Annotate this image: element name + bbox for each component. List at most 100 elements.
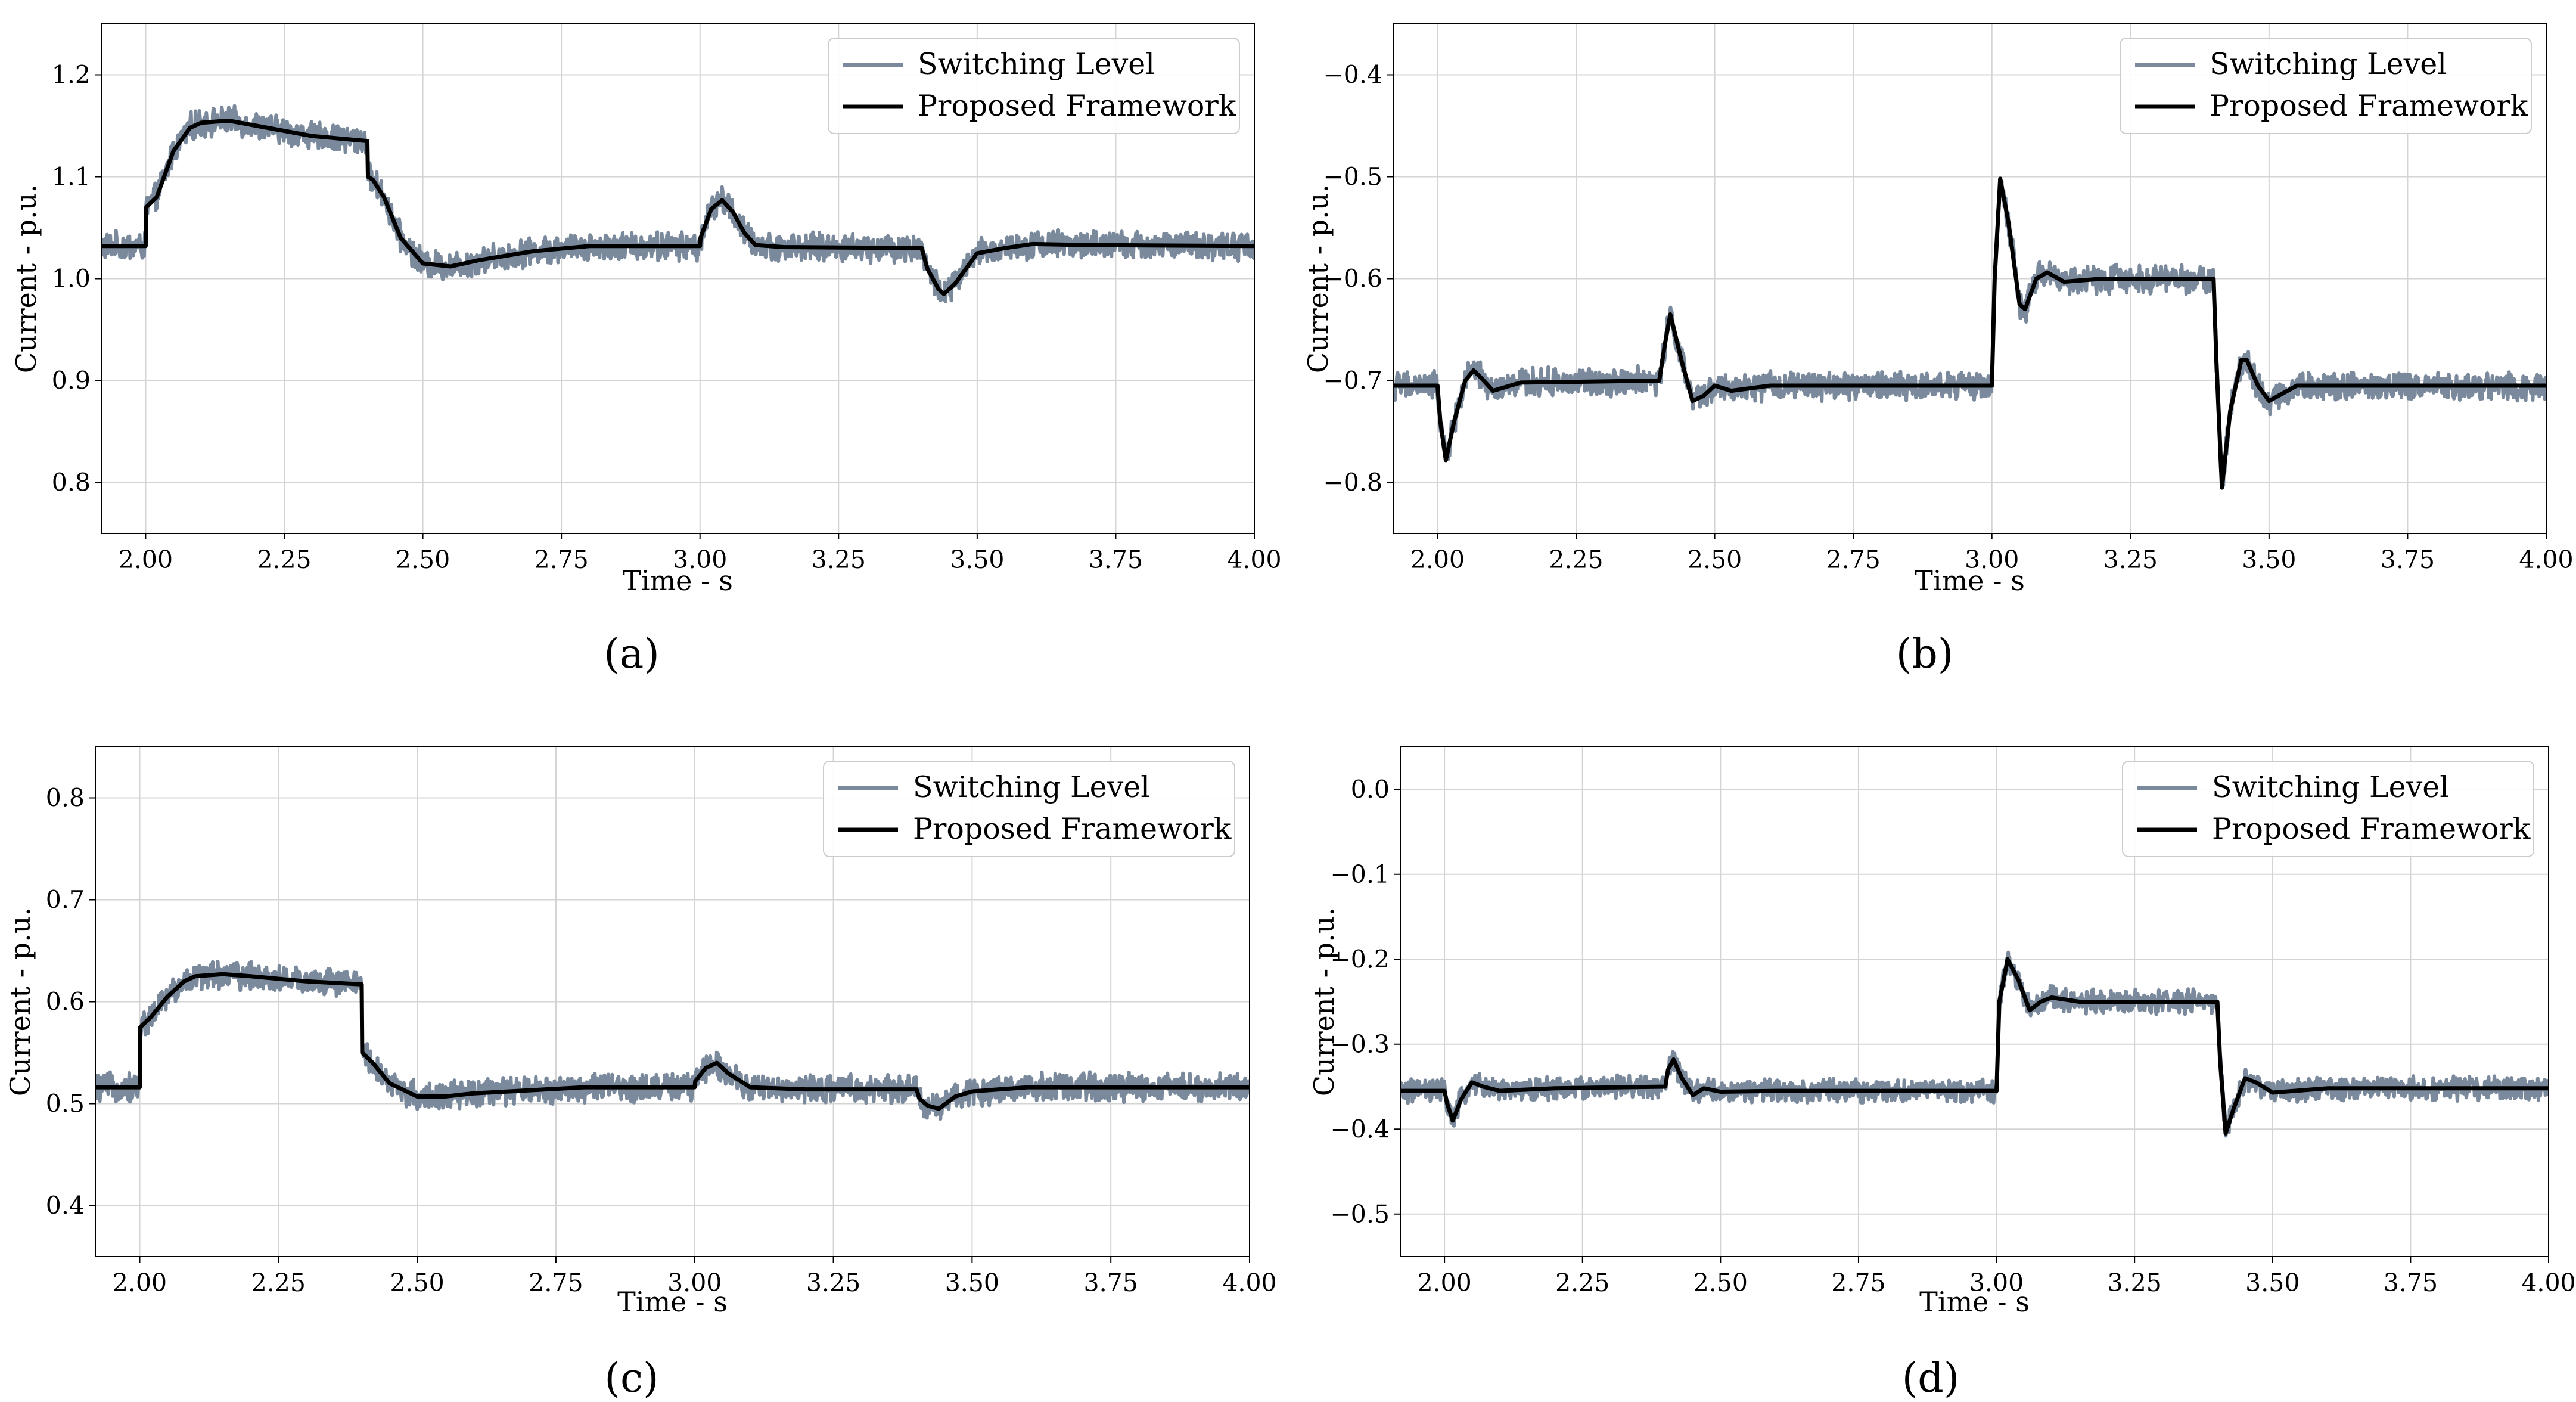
legend-label-switching-level: Switching Level bbox=[2210, 47, 2447, 81]
plot-frame bbox=[95, 746, 1250, 1257]
x-tick-label: 3.75 bbox=[1084, 1268, 1138, 1297]
legend-label-switching-level: Switching Level bbox=[918, 47, 1155, 81]
y-tick-label: −0.5 bbox=[1323, 163, 1382, 191]
series-switching-level bbox=[95, 960, 1250, 1121]
x-axis-label: Time - s bbox=[617, 1286, 728, 1318]
y-axis-label: Current - p.u. bbox=[1302, 184, 1334, 373]
x-tick-label: 2.50 bbox=[396, 545, 450, 574]
x-tick-label: 3.50 bbox=[2245, 1268, 2300, 1297]
y-tick-label: 0.8 bbox=[46, 784, 85, 812]
legend-label-proposed-framework: Proposed Framework bbox=[2210, 89, 2529, 123]
x-tick-label: 4.00 bbox=[1222, 1268, 1276, 1297]
x-tick-label: 3.75 bbox=[2384, 1268, 2438, 1297]
x-tick-label: 4.00 bbox=[1227, 545, 1281, 574]
x-tick-label: 2.75 bbox=[534, 545, 588, 574]
panel-caption: (d) bbox=[1902, 1355, 1960, 1402]
y-axis-label: Current - p.u. bbox=[4, 907, 36, 1096]
x-tick-label: 2.25 bbox=[257, 545, 311, 574]
x-tick-label: 3.75 bbox=[2381, 545, 2435, 574]
y-tick-label: −0.5 bbox=[1330, 1200, 1390, 1229]
legend-box bbox=[823, 761, 1235, 857]
x-tick-label: 2.00 bbox=[1410, 545, 1465, 574]
x-axis-label: Time - s bbox=[1915, 564, 2025, 597]
x-tick-label: 4.00 bbox=[2521, 1268, 2575, 1297]
x-tick-label: 3.25 bbox=[2103, 545, 2158, 574]
legend-box bbox=[828, 38, 1240, 134]
y-tick-label: −0.3 bbox=[1330, 1030, 1390, 1059]
x-tick-label: 3.50 bbox=[950, 545, 1004, 574]
legend-label-switching-level: Switching Level bbox=[2212, 770, 2449, 804]
panel-a: 2.00 2.25 2.50 2.75 3.00 3.25 3.50 3.75 4.00 0.8 0… bbox=[10, 23, 1282, 678]
x-tick-label: 2.25 bbox=[1549, 545, 1603, 574]
series-switching-level bbox=[1393, 179, 2546, 488]
x-tick-label: 3.00 bbox=[1969, 1268, 2024, 1297]
series-proposed-framework bbox=[101, 118, 1254, 296]
panel-caption: (a) bbox=[604, 631, 660, 678]
y-tick-label: 1.2 bbox=[52, 61, 91, 89]
plot-frame bbox=[1400, 746, 2549, 1257]
x-tick-label: 2.25 bbox=[1555, 1268, 1609, 1297]
y-tick-label: 0.5 bbox=[46, 1090, 85, 1118]
x-tick-label: 2.50 bbox=[1688, 545, 1742, 574]
series-switching-level bbox=[101, 104, 1254, 303]
y-tick-label: 0.9 bbox=[52, 367, 91, 395]
legend-label-proposed-framework: Proposed Framework bbox=[913, 812, 1232, 846]
y-tick-label: −0.4 bbox=[1323, 61, 1382, 89]
legend: Switching Level Proposed Framework bbox=[823, 761, 1235, 857]
x-tick-label: 2.00 bbox=[1417, 1268, 1471, 1297]
plot-frame bbox=[101, 23, 1255, 534]
x-tick-label: 2.75 bbox=[529, 1268, 583, 1297]
x-tick-label: 3.25 bbox=[812, 545, 866, 574]
x-tick-label: 2.50 bbox=[1693, 1268, 1748, 1297]
plot-frame bbox=[1393, 23, 2547, 534]
x-axis-label: Time - s bbox=[623, 564, 733, 597]
x-tick-label: 3.00 bbox=[1965, 545, 2019, 574]
x-tick-label: 3.00 bbox=[667, 1268, 722, 1297]
legend: Switching Level Proposed Framework bbox=[828, 38, 1240, 134]
legend-label-switching-level: Switching Level bbox=[913, 770, 1150, 804]
y-tick-label: 0.4 bbox=[46, 1192, 85, 1220]
y-tick-label: −0.6 bbox=[1323, 265, 1382, 293]
x-tick-label: 3.25 bbox=[2108, 1268, 2162, 1297]
series-proposed-framework bbox=[1400, 957, 2549, 1136]
y-tick-label: −0.2 bbox=[1330, 945, 1390, 973]
x-tick-label: 2.25 bbox=[251, 1268, 306, 1297]
panel-c: 2.00 2.25 2.50 2.75 3.00 3.25 3.50 3.75 4.00 0.4 0… bbox=[4, 746, 1277, 1402]
x-tick-label: 2.00 bbox=[113, 1268, 167, 1297]
y-tick-label: 0.6 bbox=[46, 988, 85, 1016]
panel-caption: (b) bbox=[1896, 631, 1954, 678]
y-tick-label: 0.8 bbox=[52, 469, 91, 497]
y-tick-label: 0.7 bbox=[46, 886, 85, 914]
x-tick-label: 3.00 bbox=[673, 545, 727, 574]
series-proposed-framework bbox=[95, 972, 1250, 1111]
legend-box bbox=[2120, 38, 2532, 134]
y-tick-label: −0.4 bbox=[1330, 1115, 1390, 1143]
panel-d: 2.00 2.25 2.50 2.75 3.00 3.25 3.50 3.75 4.00 −0.5… bbox=[1308, 746, 2576, 1402]
x-tick-label: 2.75 bbox=[1831, 1268, 1885, 1297]
legend-label-proposed-framework: Proposed Framework bbox=[2212, 812, 2531, 846]
x-tick-label: 2.50 bbox=[390, 1268, 444, 1297]
y-tick-label: −0.8 bbox=[1323, 469, 1382, 497]
legend-box bbox=[2122, 761, 2534, 857]
x-tick-label: 2.75 bbox=[1826, 545, 1880, 574]
y-tick-label: 0.0 bbox=[1351, 775, 1390, 804]
x-tick-label: 3.25 bbox=[806, 1268, 860, 1297]
legend: Switching Level Proposed Framework bbox=[2122, 761, 2534, 857]
x-tick-label: 2.00 bbox=[119, 545, 173, 574]
y-tick-label: 1.1 bbox=[52, 163, 91, 191]
y-axis-label: Current - p.u. bbox=[10, 184, 42, 373]
x-tick-label: 3.50 bbox=[945, 1268, 999, 1297]
panel-caption: (c) bbox=[604, 1355, 658, 1402]
x-tick-label: 3.50 bbox=[2242, 545, 2296, 574]
x-axis-label: Time - s bbox=[1919, 1286, 2030, 1318]
x-tick-label: 4.00 bbox=[2519, 545, 2573, 574]
legend-label-proposed-framework: Proposed Framework bbox=[918, 89, 1237, 123]
y-tick-label: 1.0 bbox=[52, 265, 91, 293]
y-tick-label: −0.1 bbox=[1330, 860, 1390, 889]
y-tick-label: −0.7 bbox=[1323, 367, 1382, 395]
panel-b: 2.00 2.25 2.50 2.75 3.00 3.25 3.50 3.75 4.00 −0.8… bbox=[1302, 23, 2574, 678]
y-axis-label: Current - p.u. bbox=[1308, 907, 1340, 1096]
x-tick-label: 3.75 bbox=[1089, 545, 1143, 574]
legend: Switching Level Proposed Framework bbox=[2120, 38, 2532, 134]
